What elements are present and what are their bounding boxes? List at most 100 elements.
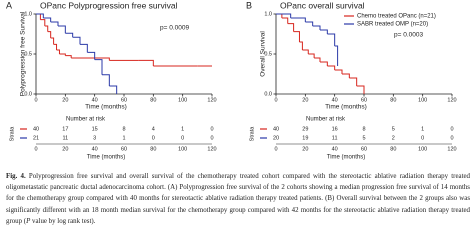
risk-count: 21 [33,135,39,141]
survival-step [65,55,72,58]
survival-step [305,21,314,26]
survival-step [56,49,60,54]
risk-x-tick-label: 100 [418,146,427,152]
risk-title: Number at risk [306,117,346,123]
risk-count: 16 [332,126,338,132]
y-tick-label: 0.0 [24,91,32,97]
survival-step [36,13,41,20]
x-tick-label: 0 [274,97,277,103]
caption-text: Polyprogression free survival and overal… [6,173,470,225]
risk-count: 15 [92,126,98,132]
survival-step [287,23,295,32]
survival-step [334,45,339,66]
risk-count: 0 [421,135,424,141]
y-tick-label: 0.0 [264,91,272,97]
risk-count: 0 [152,135,155,141]
survival-step [44,25,49,32]
survival-step [312,25,321,30]
risk-x-tick-label: 20 [62,146,68,152]
risk-count: 5 [362,135,365,141]
risk-count: 19 [302,135,308,141]
x-tick-label: 20 [62,97,68,103]
risk-count: 8 [362,126,365,132]
x-tick-label: 0 [34,97,37,103]
survival-step [302,49,309,54]
survival-step [53,43,58,50]
x-tick-label: 40 [332,97,338,103]
survival-step [36,13,44,18]
risk-count: 0 [210,126,213,132]
survival-step [138,59,154,66]
survival-step [314,57,321,62]
risk-count: 29 [302,126,308,132]
panel-label: B [246,0,252,10]
risk-count: 17 [62,126,68,132]
chart-title: OPanc overall survival [280,0,365,10]
x-tick-label: 120 [207,97,216,103]
risk-count: 0 [450,135,453,141]
risk-count: 40 [33,126,39,132]
survival-step [72,36,81,45]
survival-step [299,41,303,50]
survival-step [293,31,300,42]
x-tick-label: 120 [447,97,456,103]
survival-step [58,25,66,34]
survival-step [109,85,118,94]
survival-step [65,32,74,38]
risk-x-tick-label: 120 [447,146,456,152]
survival-step [308,53,315,58]
survival-step [94,57,110,61]
y-tick-label: 1.0 [24,11,32,17]
risk-x-axis-label: Time (months) [327,155,365,161]
x-tick-label: 20 [302,97,308,103]
risk-count: 1 [421,126,424,132]
survival-step [349,77,358,86]
y-tick-label: 0.5 [264,51,272,57]
risk-x-tick-label: 20 [302,146,308,152]
survival-step [94,59,103,75]
risk-x-tick-label: 60 [121,146,127,152]
survival-step [327,33,336,46]
survival-step [87,51,96,60]
risk-x-tick-label: 80 [390,146,396,152]
x-tick-label: 60 [361,97,367,103]
caption: Fig. 4. Polyprogression free survival an… [6,171,470,227]
risk-count: 1 [122,135,125,141]
x-tick-label: 100 [178,97,187,103]
risk-row-label: Strata [249,126,255,142]
x-tick-label: 80 [150,97,156,103]
caption-text-end: value by log rank test). [30,217,96,225]
survival-step [276,13,283,18]
risk-count: 8 [122,126,125,132]
survival-step [320,29,328,34]
panel-label: A [6,0,12,10]
risk-count: 5 [392,126,395,132]
risk-x-tick-label: 0 [274,146,277,152]
risk-count: 40 [273,126,279,132]
survival-step [281,17,289,24]
figure: A OPanc Polyprogression free survival0.00… [6,0,457,161]
risk-row-label: Strata [9,126,15,142]
caption-italic: P [26,217,31,225]
risk-count: 0 [181,135,184,141]
survival-step [342,73,350,78]
legend-label: SABR treated OMP (n=20) [357,22,428,28]
risk-x-tick-label: 60 [361,146,367,152]
risk-count: 4 [152,126,155,132]
survival-step [290,17,306,22]
risk-x-tick-label: 40 [92,146,98,152]
risk-count: 3 [93,135,96,141]
risk-count: 2 [392,135,395,141]
x-tick-label: 60 [121,97,127,103]
survival-step [327,65,336,70]
risk-count: 1 [181,126,184,132]
survival-step [102,74,110,86]
x-axis-label: Time (months) [85,104,127,111]
risk-count: 11 [62,135,68,141]
y-axis-label: Polyprogression free Survival [20,11,27,96]
risk-x-tick-label: 0 [34,146,37,152]
x-tick-label: 80 [390,97,396,103]
risk-title: Number at risk [66,117,106,123]
risk-x-tick-label: 80 [150,146,156,152]
